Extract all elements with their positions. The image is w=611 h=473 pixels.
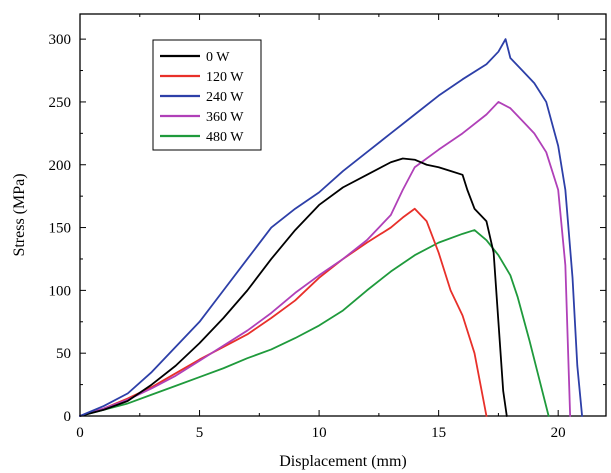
y-tick-label: 150 (49, 221, 72, 237)
x-tick-label: 10 (312, 425, 327, 441)
y-tick-label: 200 (49, 158, 72, 174)
series-layer (79, 38, 583, 417)
legend: 0 W 120 W 240 W 360 W 480 W (152, 39, 262, 151)
y-axis-title: Stress (MPa) (11, 173, 28, 256)
legend-label-360-w: 360 W (206, 110, 244, 125)
y-tick-label: 250 (49, 95, 72, 111)
legend-items: 0 W 120 W 240 W 360 W 480 W (160, 50, 244, 145)
ticks-layer (79, 14, 606, 417)
x-tick-label: 5 (196, 425, 204, 441)
y-tick-label: 100 (49, 283, 72, 299)
series-line-360-w (79, 101, 572, 417)
legend-label-240-w: 240 W (206, 90, 244, 105)
x-tick-label: 20 (551, 425, 566, 441)
series-line-480-w (79, 229, 550, 417)
legend-label-0-w: 0 W (206, 50, 230, 65)
y-tick-label: 50 (56, 346, 71, 362)
series-line-240-w (79, 38, 583, 417)
x-axis-title: Displacement (mm) (279, 453, 407, 470)
series-line-120-w (79, 207, 488, 417)
series-line-0-w (79, 157, 508, 417)
y-tick-label: 0 (64, 409, 72, 425)
legend-label-480-w: 480 W (206, 130, 244, 145)
y-tick-label: 300 (49, 32, 72, 48)
x-tick-label: 15 (431, 425, 446, 441)
legend-label-120-w: 120 W (206, 70, 244, 85)
x-tick-label: 0 (76, 425, 84, 441)
plot-frame (79, 13, 607, 417)
